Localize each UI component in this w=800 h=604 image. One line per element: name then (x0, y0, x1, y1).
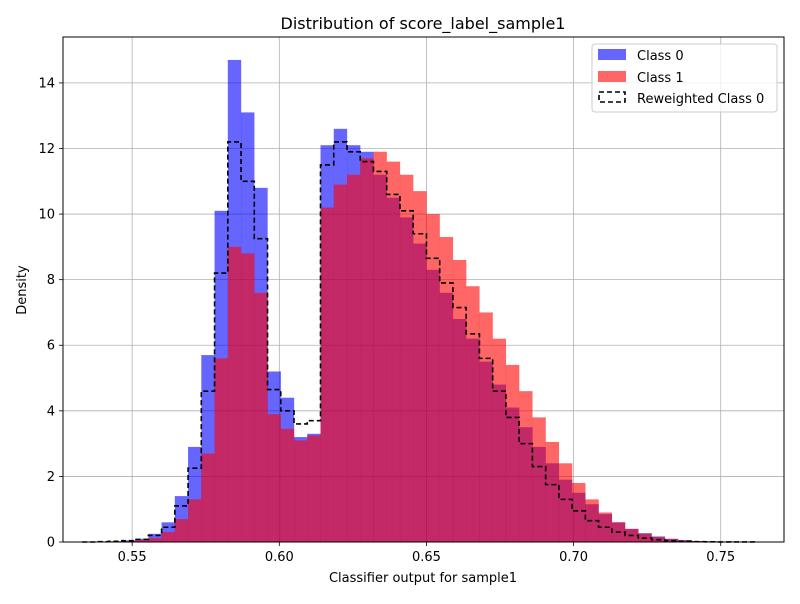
histogram-bar-series-1-bin-8 (188, 499, 201, 542)
histogram-bar-series-1-bin-15 (281, 429, 294, 542)
legend-swatch-class-1 (598, 71, 626, 82)
x-tick-label-4: 0.75 (706, 550, 735, 565)
x-tick-label-1: 0.60 (265, 550, 294, 565)
legend: Class 0 Class 1 Reweighted Class 0 (592, 44, 777, 112)
histogram-bar-series-1-bin-5 (148, 538, 161, 542)
histogram-bar-series-1-bin-21 (360, 158, 373, 542)
histogram-bar-series-1-bin-34 (532, 417, 545, 542)
histogram-bar-series-1-bin-12 (241, 253, 254, 542)
histogram-bar-series-1-bin-29 (466, 286, 479, 542)
histogram-bar-series-1-bin-17 (307, 435, 320, 542)
legend-label-reweighted: Reweighted Class 0 (637, 92, 764, 107)
histogram-bar-series-1-bin-11 (228, 247, 241, 542)
y-tick-label-2: 4 (47, 404, 55, 419)
histogram-bar-series-1-bin-37 (572, 483, 585, 542)
histogram-bar-series-1-bin-9 (201, 453, 214, 542)
y-tick-label-4: 8 (47, 273, 55, 288)
histogram-bar-series-1-bin-19 (334, 185, 347, 542)
chart-title: Distribution of score_label_sample1 (281, 14, 566, 34)
histogram-bar-series-1-bin-23 (387, 162, 400, 542)
histogram-bar-series-1-bin-14 (268, 414, 281, 542)
histogram-bar-series-1-bin-7 (175, 519, 188, 542)
legend-label-class-0: Class 0 (637, 49, 684, 64)
histogram-bar-series-1-bin-30 (479, 312, 492, 542)
histogram-bar-series-1-bin-20 (347, 175, 360, 542)
x-tick-label-3: 0.70 (559, 550, 588, 565)
histogram-bar-series-1-bin-32 (506, 365, 519, 542)
y-tick-label-3: 6 (47, 339, 55, 354)
x-tick-label-2: 0.65 (412, 550, 441, 565)
histogram-bar-series-1-bin-28 (453, 260, 466, 542)
histogram-bar-series-1-bin-25 (413, 191, 426, 542)
histogram-bar-series-1-bin-26 (426, 214, 439, 542)
x-axis-label: Classifier output for sample1 (329, 571, 517, 586)
y-tick-label-5: 10 (38, 208, 55, 223)
histogram-bar-series-1-bin-18 (321, 208, 334, 542)
histogram-bar-series-1-bin-35 (546, 442, 559, 542)
histogram-bar-series-1-bin-33 (519, 391, 532, 542)
histogram-bar-series-1-bin-36 (559, 463, 572, 542)
y-tick-label-0: 0 (47, 536, 55, 551)
legend-label-class-1: Class 1 (637, 71, 684, 86)
histogram-bar-series-1-bin-24 (400, 175, 413, 542)
histogram-bar-series-1-bin-31 (493, 339, 506, 542)
histogram-bar-series-1-bin-16 (294, 440, 307, 542)
x-tick-label-0: 0.55 (118, 550, 147, 565)
y-tick-label-6: 12 (38, 142, 55, 157)
y-tick-label-1: 2 (47, 470, 55, 485)
histogram-bar-series-1-bin-22 (373, 152, 386, 542)
y-tick-label-7: 14 (38, 76, 55, 91)
histogram-bar-series-1-bin-10 (215, 358, 228, 542)
legend-swatch-class-0 (598, 49, 626, 60)
histogram-bar-series-1-bin-6 (162, 532, 175, 542)
y-axis-label: Density (15, 265, 30, 315)
histogram-bar-series-1-bin-13 (254, 293, 267, 542)
